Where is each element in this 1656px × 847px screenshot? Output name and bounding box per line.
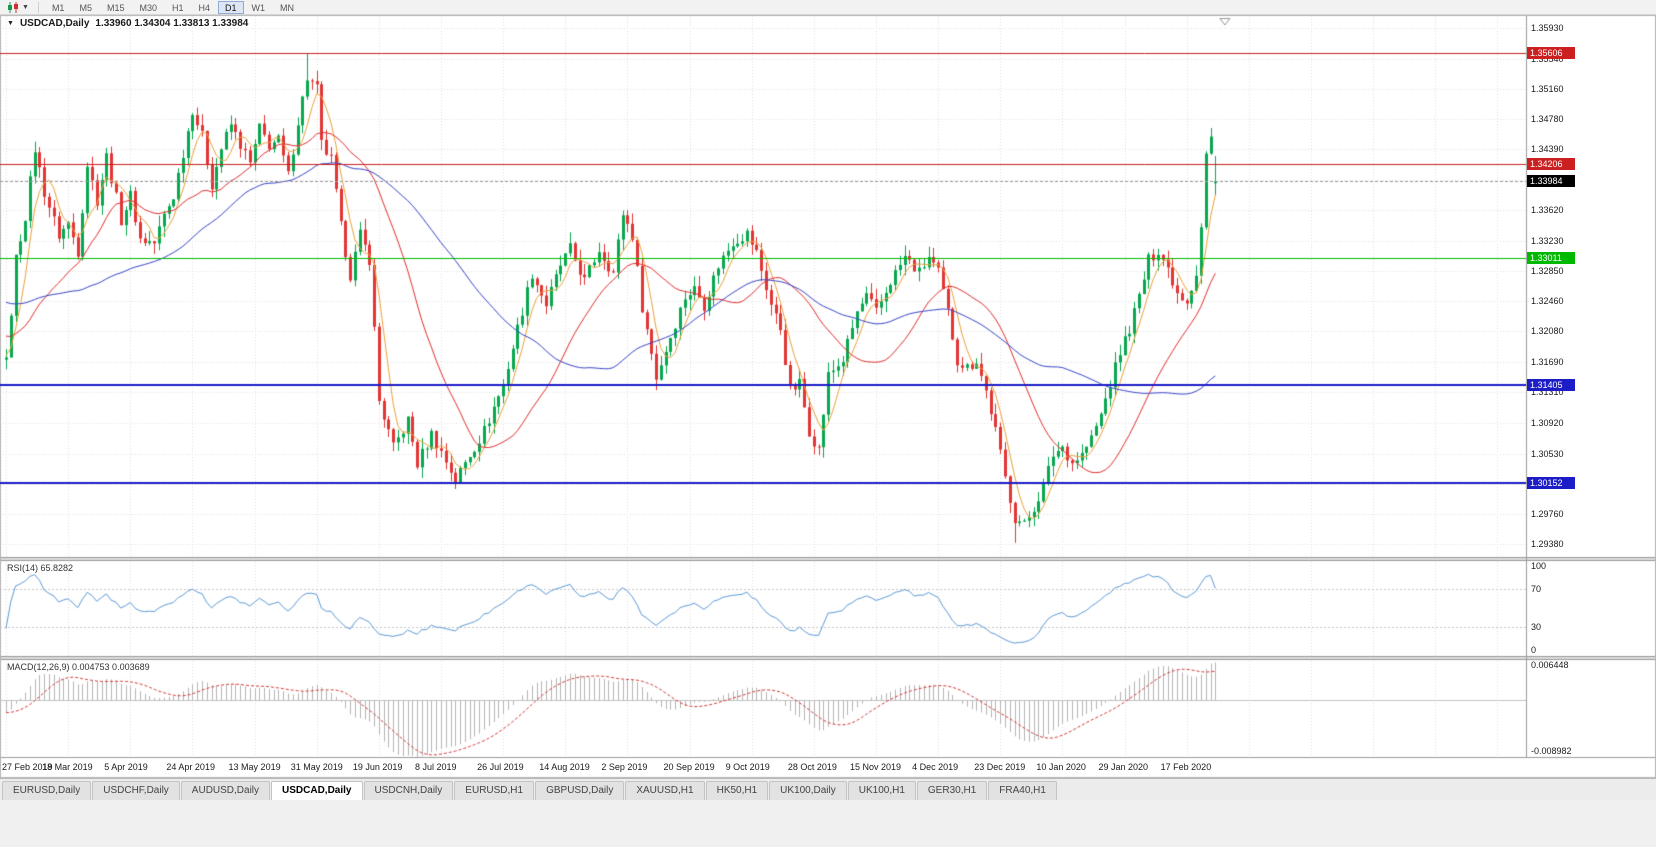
rsi-indicator-label: RSI(14) 65.8282 <box>7 563 74 573</box>
macd-axis-label: 0.006448 <box>1531 660 1569 670</box>
chart-dropdown-icon[interactable]: ▼ <box>7 20 14 27</box>
y-axis-label: 1.29760 <box>1531 509 1564 520</box>
chart-symbol-period: USDCAD,Daily <box>19 18 90 29</box>
price-chart-canvas[interactable] <box>0 15 1656 778</box>
timeframe-toolbar: M1 M5 M15 M30 H1 H4 D1 W1 MN <box>45 0 301 14</box>
y-axis-label: 1.31310 <box>1531 387 1564 398</box>
timeframe-button-mn[interactable]: MN <box>280 2 295 13</box>
date-label: 20 Sep 2019 <box>663 762 715 772</box>
date-label: 28 Oct 2019 <box>787 762 837 772</box>
date-label: 5 Apr 2019 <box>104 762 148 772</box>
date-label: 13 May 2019 <box>228 762 281 772</box>
chart-tab-hk50-h1[interactable]: HK50,H1 <box>705 781 769 800</box>
timeframe-button-m15[interactable]: M15 <box>106 2 125 13</box>
timeframe-button-m30[interactable]: M30 <box>139 2 157 13</box>
current-price-tag[interactable]: 1.33984 <box>1527 175 1575 188</box>
date-label: 23 Dec 2019 <box>974 762 1026 772</box>
y-axis-label: 1.32460 <box>1531 296 1564 307</box>
timeframe-button-d1[interactable]: D1 <box>218 0 244 14</box>
date-label: 31 May 2019 <box>290 762 343 772</box>
date-label: 19 Jun 2019 <box>352 762 403 772</box>
date-label: 4 Dec 2019 <box>912 762 959 772</box>
date-label: 8 Jul 2019 <box>414 762 457 772</box>
date-label: 15 Nov 2019 <box>849 762 901 772</box>
chart-type-button[interactable]: ▼ <box>4 1 32 14</box>
date-label: 14 Aug 2019 <box>539 762 590 772</box>
chart-tab-eurusd-daily[interactable]: EURUSD,Daily <box>2 781 92 800</box>
date-label: 17 Feb 2020 <box>1160 762 1212 772</box>
hline-price-tag[interactable]: 1.31405 <box>1527 378 1575 391</box>
date-label: 18 Mar 2019 <box>42 762 93 772</box>
chart-window: ▼ USDCAD,Daily 1.33960 1.34304 1.33813 1… <box>0 15 1656 778</box>
top-toolbar: ▼ M1 M5 M15 M30 H1 H4 D1 W1 MN <box>0 0 1656 15</box>
y-axis-label: 1.31690 <box>1531 357 1564 368</box>
chart-tab-audusd-daily[interactable]: AUDUSD,Daily <box>180 781 271 800</box>
y-axis-label: 1.32850 <box>1531 265 1564 276</box>
chart-tab-usdchf-daily[interactable]: USDCHF,Daily <box>92 781 180 800</box>
chart-tab-gbpusd-daily[interactable]: GBPUSD,Daily <box>535 781 625 800</box>
date-label: 27 Feb 2019 <box>2 762 53 772</box>
hline-price-tag[interactable]: 1.35606 <box>1527 47 1575 60</box>
chart-tab-uk100-daily[interactable]: UK100,Daily <box>769 781 847 800</box>
date-label: 2 Sep 2019 <box>601 762 648 772</box>
y-axis-label: 1.30530 <box>1531 448 1564 459</box>
y-axis-label: 1.34780 <box>1531 113 1564 124</box>
chart-tab-eurusd-h1[interactable]: EURUSD,H1 <box>454 781 535 800</box>
chart-tab-usdcad-daily[interactable]: USDCAD,Daily <box>271 781 363 800</box>
hline-price-tag[interactable]: 1.34206 <box>1527 157 1575 170</box>
y-axis-label: 1.30920 <box>1531 417 1564 428</box>
date-label: 9 Oct 2019 <box>725 762 770 772</box>
y-axis-label: 1.29380 <box>1531 539 1564 550</box>
chart-tab-xauusd-h1[interactable]: XAUUSD,H1 <box>625 781 705 800</box>
candlestick-chart-icon <box>8 1 18 13</box>
y-axis-label: 1.34390 <box>1531 144 1564 155</box>
rsi-axis-label: 30 <box>1531 622 1542 633</box>
chart-ohlc-values: 1.33960 1.34304 1.33813 1.33984 <box>95 18 249 29</box>
y-axis-label: 1.33230 <box>1531 235 1564 246</box>
macd-axis-label: -0.008982 <box>1531 746 1572 756</box>
y-axis-label: 1.32080 <box>1531 326 1564 337</box>
timeframe-button-m1[interactable]: M1 <box>51 2 65 13</box>
y-axis-label: 1.35930 <box>1531 22 1564 33</box>
timeframe-button-m5[interactable]: M5 <box>79 2 92 13</box>
timeframe-button-h4[interactable]: H4 <box>198 2 211 13</box>
timeframe-button-w1[interactable]: W1 <box>251 2 266 13</box>
chevron-down-icon: ▼ <box>22 3 29 11</box>
macd-indicator-label: MACD(12,26,9) 0.004753 0.003689 <box>7 662 150 672</box>
y-axis-label: 1.33620 <box>1531 205 1564 215</box>
chart-tab-fra40-h1[interactable]: FRA40,H1 <box>988 781 1057 800</box>
chart-tab-usdcnh-daily[interactable]: USDCNH,Daily <box>363 781 454 800</box>
toolbar-separator <box>37 1 39 13</box>
y-axis-label: 1.35160 <box>1531 83 1564 94</box>
date-label: 26 Jul 2019 <box>477 762 524 772</box>
date-label: 24 Apr 2019 <box>166 762 215 772</box>
chart-title: ▼ USDCAD,Daily 1.33960 1.34304 1.33813 1… <box>7 18 248 29</box>
chart-tabbar: EURUSD,Daily USDCHF,Daily AUDUSD,Daily USDC… <box>0 778 1656 800</box>
timeframe-button-h1[interactable]: H1 <box>172 2 184 13</box>
rsi-axis-label: 100 <box>1531 561 1547 571</box>
hline-price-tag[interactable]: 1.30152 <box>1527 477 1575 490</box>
chart-tab-uk100-h1[interactable]: UK100,H1 <box>847 781 916 800</box>
hline-price-tag[interactable]: 1.33011 <box>1527 252 1575 265</box>
rsi-axis-label: 0 <box>1531 645 1537 655</box>
chart-tab-ger30-h1[interactable]: GER30,H1 <box>916 781 988 800</box>
date-label: 29 Jan 2020 <box>1098 762 1149 772</box>
date-label: 10 Jan 2020 <box>1036 762 1086 772</box>
status-strip <box>0 800 1656 847</box>
rsi-axis-label: 70 <box>1531 583 1542 594</box>
